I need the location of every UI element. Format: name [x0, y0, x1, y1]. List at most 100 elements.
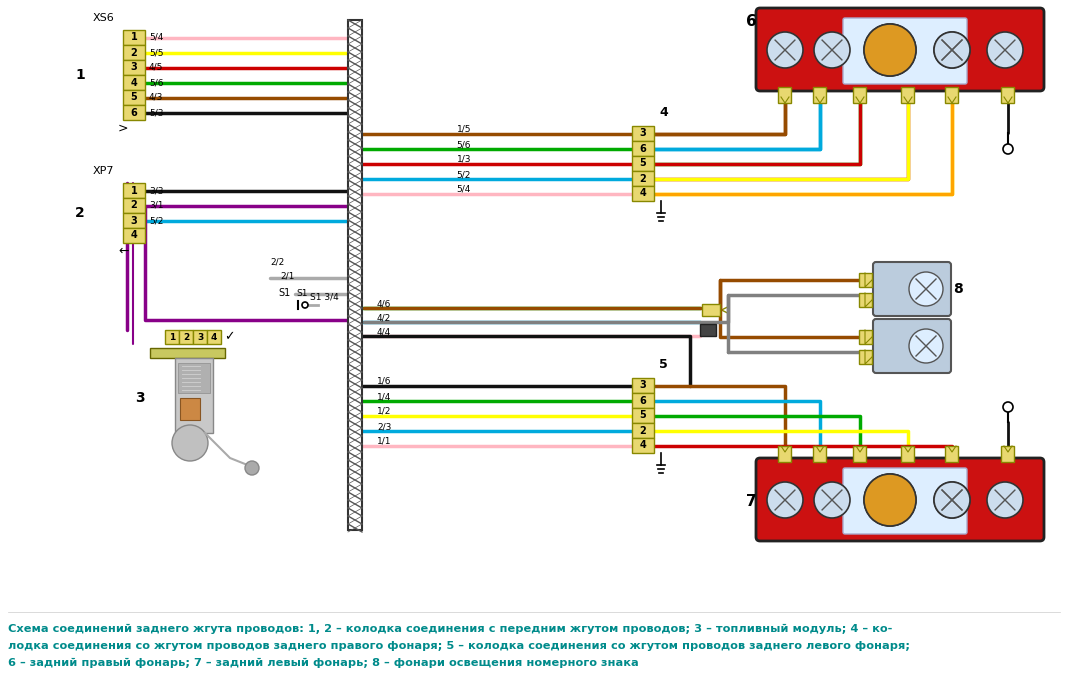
- Circle shape: [864, 24, 915, 76]
- Text: 5/4: 5/4: [149, 33, 163, 42]
- Text: 2: 2: [183, 332, 189, 341]
- Circle shape: [934, 32, 970, 68]
- Bar: [778, 446, 791, 462]
- Bar: [859, 273, 872, 287]
- FancyBboxPatch shape: [873, 262, 951, 316]
- Circle shape: [1003, 402, 1013, 412]
- Text: 2: 2: [640, 426, 646, 436]
- Bar: [632, 126, 654, 141]
- Circle shape: [1003, 144, 1013, 154]
- Text: 5: 5: [640, 158, 646, 168]
- Circle shape: [909, 272, 943, 306]
- Text: 2/3: 2/3: [377, 422, 391, 431]
- Bar: [853, 446, 866, 462]
- Circle shape: [987, 482, 1023, 518]
- Bar: [859, 293, 872, 307]
- Circle shape: [814, 32, 850, 68]
- Text: 4: 4: [131, 230, 137, 241]
- Text: 2: 2: [75, 206, 85, 220]
- Text: S1: S1: [278, 288, 291, 298]
- Text: 5/3: 5/3: [149, 108, 164, 117]
- Text: 4/6: 4/6: [377, 299, 391, 309]
- Text: 4/4: 4/4: [377, 327, 391, 336]
- Text: 1/4: 1/4: [377, 392, 391, 401]
- Bar: [859, 350, 872, 364]
- Text: лодка соединения со жгутом проводов заднего правого фонаря; 5 – колодка соединен: лодка соединения со жгутом проводов задн…: [8, 641, 910, 651]
- Text: 4/5: 4/5: [149, 63, 163, 72]
- FancyBboxPatch shape: [873, 319, 951, 373]
- Text: 1: 1: [75, 68, 85, 82]
- FancyBboxPatch shape: [756, 458, 1044, 541]
- Text: 5: 5: [659, 357, 668, 371]
- Text: 7: 7: [746, 494, 757, 510]
- Bar: [179, 330, 193, 344]
- Text: 1/1: 1/1: [377, 437, 391, 446]
- Text: 1: 1: [169, 332, 175, 341]
- Bar: [123, 30, 145, 45]
- FancyBboxPatch shape: [756, 8, 1044, 91]
- Text: 3: 3: [135, 391, 145, 405]
- Text: 6 – задний правый фонарь; 7 – задний левый фонарь; 8 – фонари освещения номерног: 6 – задний правый фонарь; 7 – задний лев…: [8, 658, 639, 668]
- Bar: [946, 87, 958, 103]
- Circle shape: [245, 461, 259, 475]
- Bar: [632, 156, 654, 171]
- Bar: [632, 171, 654, 186]
- Text: S1 3/4: S1 3/4: [310, 292, 339, 302]
- Circle shape: [766, 482, 803, 518]
- Text: 5/6: 5/6: [149, 78, 164, 87]
- Text: 2/2: 2/2: [270, 258, 284, 267]
- Bar: [178, 363, 210, 393]
- Text: 4: 4: [131, 77, 137, 87]
- Text: 3: 3: [131, 63, 137, 73]
- Text: 1/2: 1/2: [377, 407, 391, 416]
- Bar: [813, 446, 827, 462]
- Text: 6: 6: [131, 107, 137, 117]
- Bar: [1001, 446, 1014, 462]
- Text: 5: 5: [131, 93, 137, 103]
- Text: 6: 6: [746, 15, 757, 29]
- Text: 5/5: 5/5: [149, 48, 164, 57]
- Bar: [180, 398, 200, 420]
- Text: 4: 4: [640, 440, 646, 450]
- Circle shape: [934, 482, 970, 518]
- Bar: [778, 87, 791, 103]
- Bar: [859, 330, 872, 344]
- Text: 4: 4: [211, 332, 218, 341]
- Text: 5/2: 5/2: [149, 216, 163, 225]
- Text: ✓: ✓: [224, 330, 235, 343]
- Bar: [900, 87, 914, 103]
- Circle shape: [864, 24, 915, 76]
- Text: 6: 6: [640, 396, 646, 406]
- Bar: [632, 423, 654, 438]
- Bar: [123, 213, 145, 228]
- Text: XS6: XS6: [93, 13, 115, 23]
- Bar: [700, 324, 716, 336]
- Text: 1/3: 1/3: [457, 155, 471, 164]
- Circle shape: [909, 329, 943, 363]
- Text: 3/1: 3/1: [149, 201, 164, 210]
- Text: >: >: [118, 121, 129, 135]
- FancyBboxPatch shape: [843, 18, 967, 84]
- Bar: [123, 90, 145, 105]
- Text: XP7: XP7: [93, 166, 115, 176]
- Text: 1/5: 1/5: [457, 125, 471, 134]
- Text: 3: 3: [640, 128, 646, 138]
- Text: 5: 5: [640, 410, 646, 420]
- Bar: [165, 330, 179, 344]
- Bar: [123, 183, 145, 198]
- Text: 4/2: 4/2: [377, 313, 391, 322]
- Bar: [946, 446, 958, 462]
- Bar: [813, 87, 827, 103]
- Text: 4/3: 4/3: [149, 93, 163, 102]
- Text: 2: 2: [640, 174, 646, 184]
- Text: 1: 1: [131, 186, 137, 195]
- Bar: [123, 75, 145, 90]
- Bar: [123, 105, 145, 120]
- Bar: [123, 45, 145, 60]
- Text: 6: 6: [640, 144, 646, 154]
- Circle shape: [814, 482, 850, 518]
- Bar: [123, 228, 145, 243]
- Circle shape: [172, 425, 208, 461]
- Circle shape: [766, 32, 803, 68]
- Circle shape: [934, 482, 970, 518]
